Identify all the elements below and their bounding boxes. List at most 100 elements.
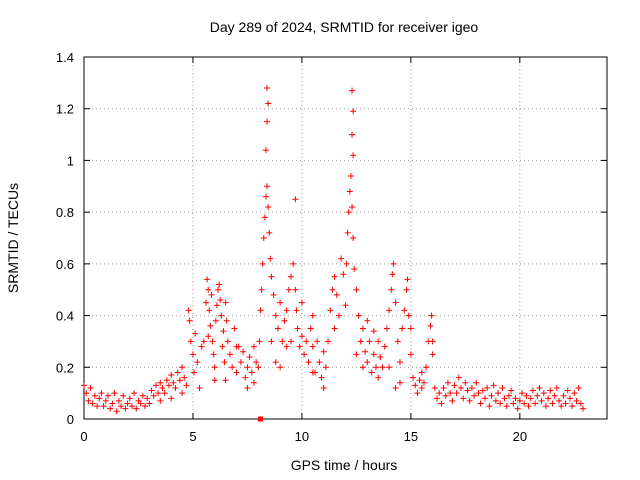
data-point <box>370 351 377 358</box>
data-point <box>455 374 462 381</box>
data-point <box>215 286 222 293</box>
data-point <box>497 400 504 407</box>
data-point <box>217 297 224 304</box>
data-point <box>219 343 226 350</box>
data-point <box>309 369 316 376</box>
data-point <box>338 255 345 262</box>
data-point <box>244 384 251 391</box>
data-point <box>211 377 218 384</box>
data-point <box>566 395 573 402</box>
data-point <box>527 395 534 402</box>
data-point <box>265 203 272 210</box>
data-point <box>353 286 360 293</box>
data-point <box>322 364 329 371</box>
data-point <box>499 384 506 391</box>
data-point <box>418 384 425 391</box>
data-point <box>510 400 517 407</box>
data-point <box>343 260 350 267</box>
data-point <box>179 364 186 371</box>
data-point <box>307 325 314 332</box>
data-point <box>191 369 198 376</box>
axis-ticks: 0 0.2 0.4 0.6 0.8 1 1.2 1.4 0 5 10 15 20 <box>56 50 607 444</box>
data-point <box>340 271 347 278</box>
data-point <box>327 307 334 314</box>
data-point <box>267 255 274 262</box>
x-tick-label: 10 <box>295 429 309 444</box>
data-point <box>272 359 279 366</box>
data-point <box>529 387 536 394</box>
data-point <box>87 384 94 391</box>
data-point <box>542 403 549 410</box>
data-point <box>440 384 447 391</box>
data-point <box>329 286 336 293</box>
data-point <box>222 299 229 306</box>
data-point <box>404 276 411 283</box>
chart-title: Day 289 of 2024, SRMTID for receiver ige… <box>210 19 479 35</box>
data-point <box>571 390 578 397</box>
data-point <box>253 359 260 366</box>
data-point <box>331 325 338 332</box>
data-point <box>168 372 175 379</box>
data-point <box>277 364 284 371</box>
data-point <box>296 343 303 350</box>
data-point <box>81 382 87 389</box>
data-point <box>261 214 268 221</box>
data-point <box>174 369 181 376</box>
data-point <box>355 312 362 319</box>
data-point <box>124 400 131 407</box>
data-point <box>293 307 300 314</box>
data-point <box>274 325 281 332</box>
data-point <box>270 291 277 298</box>
data-point <box>429 351 436 358</box>
data-point <box>318 374 325 381</box>
data-point <box>212 317 219 324</box>
data-point <box>237 359 244 366</box>
data-point <box>390 260 397 267</box>
data-point <box>344 229 351 236</box>
data-point <box>221 359 228 366</box>
data-point <box>346 188 353 195</box>
data-point <box>161 390 168 397</box>
data-point <box>255 364 262 371</box>
data-point <box>447 390 454 397</box>
data-point <box>222 377 229 384</box>
plot-frame <box>83 56 608 420</box>
data-point <box>220 328 227 335</box>
data-point <box>471 392 478 399</box>
data-point <box>194 359 201 366</box>
data-point <box>233 369 240 376</box>
data-point <box>357 338 364 345</box>
data-point <box>553 384 560 391</box>
data-point <box>303 338 310 345</box>
data-point <box>379 364 386 371</box>
data-point <box>118 403 125 410</box>
data-point <box>364 359 371 366</box>
grid-lines <box>84 57 607 419</box>
data-point <box>466 397 473 404</box>
data-point <box>362 348 369 355</box>
data-point <box>416 377 423 384</box>
data-point <box>83 390 90 397</box>
data-point <box>208 291 215 298</box>
data-point <box>183 382 190 389</box>
data-point <box>229 364 236 371</box>
data-point <box>265 100 272 107</box>
data-point <box>144 395 151 402</box>
data-point <box>457 384 464 391</box>
data-point <box>375 374 382 381</box>
data-point <box>534 392 541 399</box>
data-point <box>573 397 580 404</box>
data-point <box>349 87 356 94</box>
data-point <box>157 397 164 404</box>
data-point <box>392 299 399 306</box>
data-point <box>394 338 401 345</box>
y-tick-label: 1.2 <box>56 102 74 117</box>
data-point <box>248 369 255 376</box>
data-point <box>350 235 357 241</box>
data-point <box>268 338 275 345</box>
data-point <box>386 364 393 371</box>
data-point <box>264 118 271 125</box>
data-point <box>100 403 107 410</box>
data-point <box>290 260 297 267</box>
